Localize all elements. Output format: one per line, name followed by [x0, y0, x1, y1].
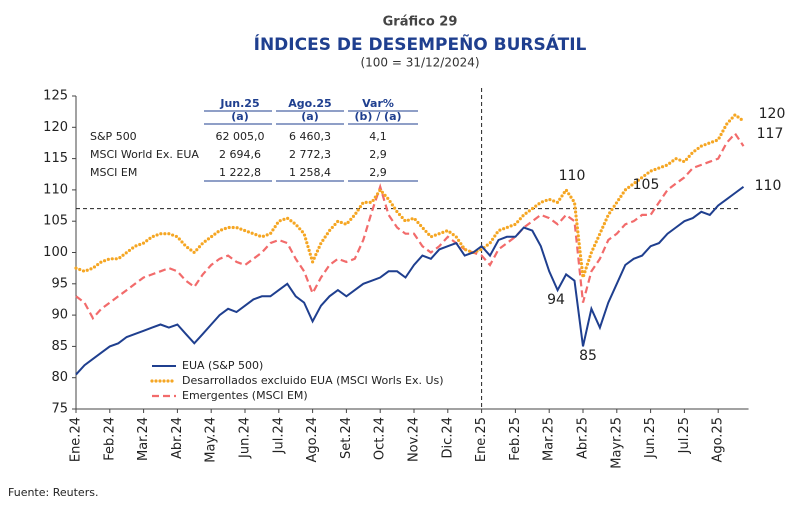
table-header: (b) / (a): [354, 110, 401, 123]
x-tick-label: Ago.24: [305, 417, 320, 463]
table-header: (a): [301, 110, 318, 123]
y-tick-label: 125: [43, 89, 68, 104]
legend-label: EUA (S&P 500): [182, 359, 263, 372]
table-cell: 2 772,3: [289, 148, 331, 161]
y-tick-label: 90: [51, 308, 68, 323]
x-tick-label: Jun.24: [238, 417, 253, 459]
table-row-label: S&P 500: [90, 130, 137, 143]
legend-label: Emergentes (MSCI EM): [182, 389, 308, 402]
table-cell: 1 222,8: [219, 166, 261, 179]
line-series: [75, 131, 745, 321]
line-series: [75, 185, 745, 376]
table-cell: 4,1: [369, 130, 387, 143]
annotation: 85: [579, 348, 597, 364]
chart-title: ÍNDICES DE DESEMPEÑO BURSÁTIL: [254, 32, 587, 55]
table-cell: 2,9: [369, 148, 387, 161]
x-tick-label: Jul.24: [271, 417, 286, 454]
chart-subtitle: (100 = 31/12/2024): [360, 56, 479, 70]
annotation: 110: [559, 168, 586, 184]
annotation: 94: [547, 292, 565, 308]
annotation: 110: [755, 178, 782, 194]
y-tick-label: 100: [43, 245, 68, 260]
y-tick-label: 85: [51, 339, 68, 354]
table-header: Ago.25: [288, 97, 331, 110]
y-tick-label: 110: [43, 182, 68, 197]
annotation: 117: [757, 126, 784, 142]
y-tick-label: 105: [43, 214, 68, 229]
x-tick-label: Feb.24: [102, 417, 117, 461]
x-tick-label: Dic.24: [440, 417, 455, 458]
x-tick-label: Ene.24: [69, 417, 84, 462]
x-tick-label: Jul.25: [677, 417, 692, 454]
x-tick-label: Feb.25: [508, 417, 523, 461]
table-row-label: MSCI World Ex. EUA: [90, 148, 199, 161]
y-tick-label: 115: [43, 151, 68, 166]
x-tick-label: Ene.25: [474, 417, 489, 462]
x-tick-label: Mayr.25: [609, 417, 624, 469]
x-tick-label: Ago.25: [711, 417, 726, 463]
table-row-label: MSCI EM: [90, 166, 137, 179]
table-cell: 2,9: [369, 166, 387, 179]
y-tick-label: 95: [51, 276, 68, 291]
source: Fuente: Reuters.: [8, 486, 98, 499]
x-tick-label: Oct.24: [373, 417, 388, 460]
x-tick-label: Mar.25: [542, 417, 557, 461]
x-tick-label: May.24: [204, 417, 219, 463]
table-cell: 2 694,6: [219, 148, 261, 161]
table-cell: 6 460,3: [289, 130, 331, 143]
legend-label: Desarrollados excluido EUA (MSCI Worls E…: [182, 374, 444, 387]
x-tick-label: Set.24: [339, 417, 354, 459]
chart-supertitle: Gráfico 29: [383, 15, 458, 30]
annotation: 120: [759, 106, 786, 122]
annotation: 105: [633, 177, 660, 193]
x-tick-label: Abr.25: [576, 417, 591, 459]
y-tick-label: 80: [51, 370, 68, 385]
x-tick-label: Nov.24: [407, 417, 422, 462]
table-cell: 1 258,4: [289, 166, 331, 179]
y-tick-label: 120: [43, 120, 68, 135]
table-header: Var%: [362, 97, 394, 110]
x-tick-label: Jun.25: [643, 417, 658, 459]
table-cell: 62 005,0: [216, 130, 265, 143]
y-tick-label: 75: [51, 402, 68, 417]
line-series: [74, 112, 746, 279]
x-tick-label: Mar.24: [136, 417, 151, 461]
table-header: Jun.25: [219, 97, 259, 110]
table-header: (a): [231, 110, 248, 123]
x-tick-label: Abr.24: [170, 417, 185, 459]
